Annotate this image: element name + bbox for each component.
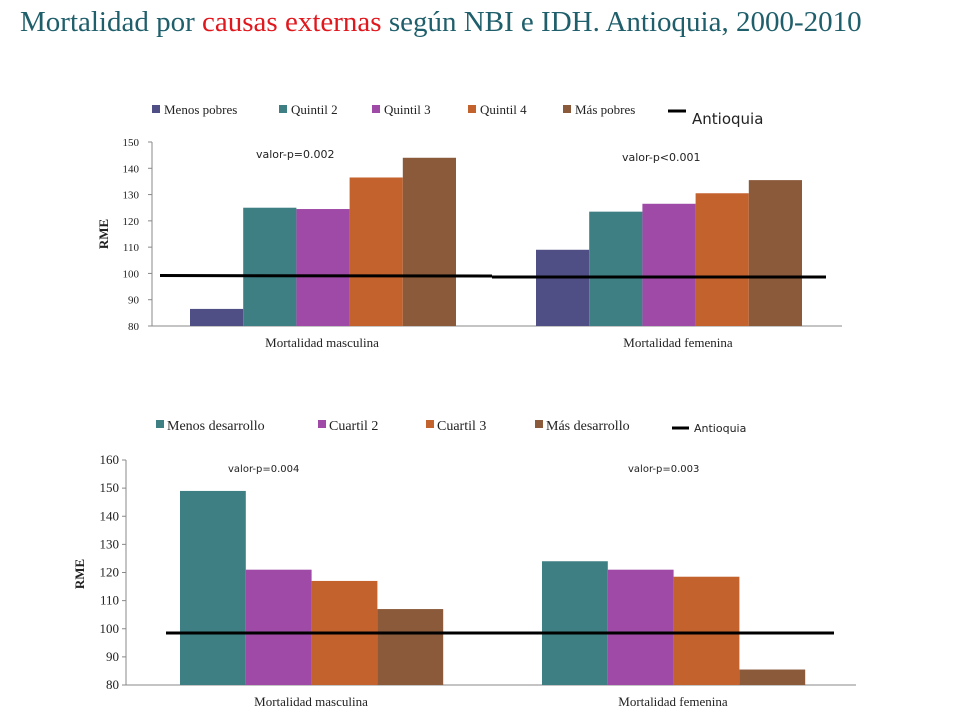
legend-swatch-quintil-3: [372, 105, 380, 113]
bar: [402, 157, 456, 326]
legend-label-quintil-4: Quintil 4: [480, 102, 527, 117]
y-tick-label: 80: [128, 321, 140, 333]
bar: [243, 207, 297, 326]
bar: [748, 180, 802, 326]
bar: [349, 177, 403, 326]
title-part-1: Mortalidad por: [20, 6, 195, 38]
chart-1-pvalue-annotation: valor-p<0.001: [622, 151, 701, 164]
legend-swatch-quintil-2: [279, 105, 287, 113]
legend-label-antioquia: Antioquia: [692, 110, 763, 128]
y-tick-label: 140: [123, 163, 140, 175]
legend-swatch-mas-pobres: [563, 105, 571, 113]
y-tick-label: 100: [123, 268, 140, 280]
y-tick-label: 110: [123, 242, 140, 254]
bar: [536, 249, 590, 326]
legend-swatch-quintil-4: [468, 105, 476, 113]
bar: [642, 203, 696, 326]
legend-label-menos-pobres: Menos pobres: [164, 102, 237, 117]
bar: [296, 209, 350, 326]
bar: [695, 193, 749, 326]
y-tick-label: 150: [123, 137, 140, 149]
chart-1-pvalue-annotation: valor-p=0.002: [256, 148, 335, 161]
bar: [589, 211, 643, 326]
legend-label-quintil-3: Quintil 3: [384, 102, 431, 117]
title-accent: causas externas: [202, 6, 382, 38]
chart-1-ylabel: RME: [96, 219, 111, 249]
legend-label-quintil-2: Quintil 2: [291, 102, 338, 117]
slide-title: Mortalidad por causas externas según NBI…: [20, 6, 950, 39]
reference-line-antioquia: [159, 274, 493, 278]
y-tick-label: 130: [123, 190, 140, 202]
legend-label-mas-pobres: Más pobres: [575, 102, 635, 117]
y-tick-label: 120: [123, 216, 140, 228]
chart-1-category-label: Mortalidad masculina: [265, 335, 379, 350]
y-tick-label: 90: [128, 295, 140, 307]
chart-1-legend: Menos pobres Quintil 2 Quintil 3 Quintil…: [152, 102, 763, 128]
bar: [190, 308, 244, 326]
legend-swatch-menos-pobres: [152, 105, 160, 113]
title-part-2: según NBI e IDH. Antioquia, 2000-2010: [388, 6, 862, 38]
chart-1-category-label: Mortalidad femenina: [623, 335, 733, 350]
